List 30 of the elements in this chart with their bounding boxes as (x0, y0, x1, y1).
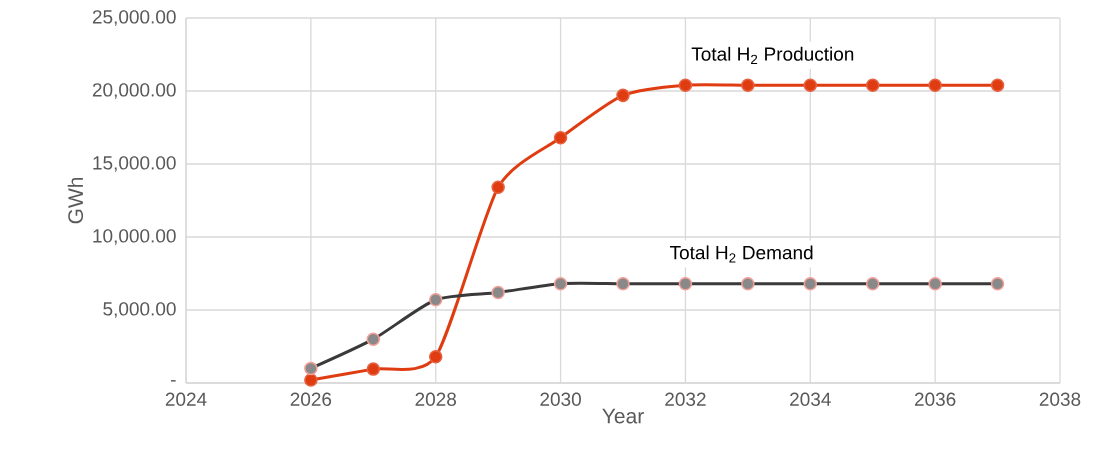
point (865, 78, 880, 92)
x-tick-label: 2038 (1039, 392, 1081, 406)
point (428, 349, 443, 364)
point (491, 180, 505, 195)
y-axis-title: GWh (67, 177, 84, 224)
point (304, 373, 318, 387)
point (741, 78, 755, 92)
y-tick-label: 5,000.00 (103, 302, 176, 318)
y-tick-label: 25,000.00 (92, 10, 176, 26)
point (803, 78, 818, 92)
point (553, 130, 568, 145)
point (928, 78, 942, 92)
x-tick-label: 2028 (415, 392, 457, 406)
point (616, 88, 630, 103)
series-label: Total H$_{2}$ Production (691, 46, 854, 64)
x-tick-label: 2032 (665, 392, 706, 406)
y-tick-label: 20,000.00 (92, 83, 176, 99)
x-tick-label: 2036 (914, 392, 956, 406)
series-label: Total H$_{2}$ Demand (669, 245, 813, 263)
x-axis-title: Year (602, 408, 644, 424)
x-tick-label: 2030 (540, 392, 581, 406)
x-tick-label: 2034 (790, 392, 831, 406)
x-tick-label: 2024 (165, 392, 207, 406)
point (366, 362, 381, 376)
x-tick-label: 2026 (290, 392, 332, 406)
y-tick-label: 15,000.00 (93, 156, 176, 172)
point (678, 78, 693, 92)
point (990, 78, 1005, 92)
y-tick-label: 10,000.00 (93, 229, 176, 245)
y-tick-label: - (171, 380, 176, 382)
